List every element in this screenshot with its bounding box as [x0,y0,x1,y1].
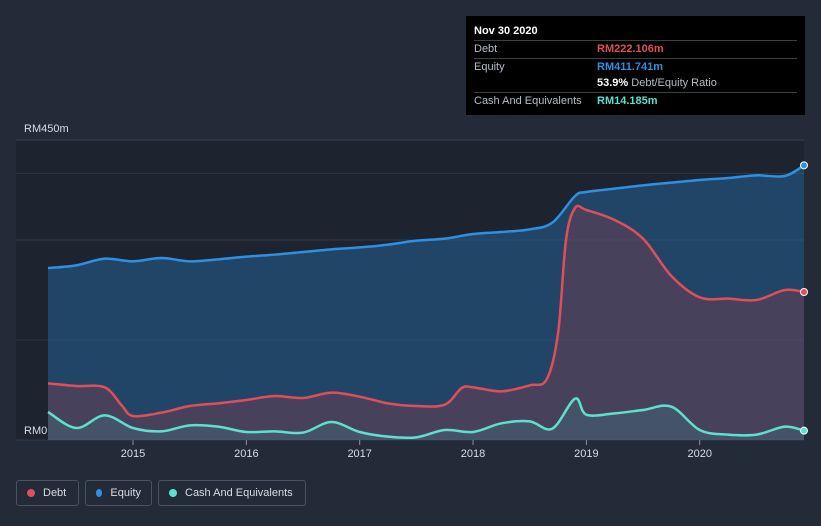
hover-tooltip: Nov 30 2020 Debt RM222.106m Equity RM411… [466,16,805,115]
tooltip-equity-label: Equity [474,60,505,73]
tooltip-debt-label: Debt [474,43,498,55]
plot-background [16,140,804,440]
x-axis: 2015 2016 2017 2018 2019 2020 [121,440,712,460]
legend-equity[interactable]: Equity [85,480,152,506]
tooltip-equity-row: Equity RM411.741m [474,59,797,76]
tooltip-cash-label: Cash And Equivalents [474,94,582,107]
tooltip-cash-row: Cash And Equivalents RM14.185m [474,93,797,110]
cash-and-equivalents-endpoint [800,426,808,435]
debt-area [48,205,804,440]
tooltip-debt-row: Debt RM222.106m [474,41,797,59]
series-endpoints [800,161,808,435]
tooltip-equity-value: RM411.741m [597,60,664,73]
series-areas [48,165,804,441]
y-tick-label: RM450m [24,123,69,135]
debt-dot-icon [27,489,35,497]
debt-line [47,204,805,418]
equity-line [47,164,805,270]
grid-lines [16,139,804,441]
legend-cash-label: Cash And Equivalents [185,487,293,499]
tooltip-debt-value: RM222.106m [597,43,664,55]
x-tick-label: 2017 [347,448,371,460]
legend-debt[interactable]: Debt [16,480,79,506]
legend-debt-label: Debt [43,487,67,499]
tooltip-cash-value: RM14.185m [597,94,658,107]
legend-equity-label: Equity [110,487,141,499]
equity-area [48,165,804,441]
chart-legend: Debt Equity Cash And Equivalents [16,480,306,506]
tooltip-ratio-value: 53.9% [597,77,629,89]
equity-dot-icon [96,489,103,497]
cash-and-equivalents-area [48,398,804,440]
x-tick-label: 2019 [574,448,598,460]
cash-dot-icon [169,489,177,497]
tooltip-ratio-label: Debt/Equity Ratio [631,77,717,89]
tooltip-date: Nov 30 2020 [474,24,797,41]
y-axis: RM0 RM450m [24,123,69,437]
y-tick-label: RM0 [24,425,47,437]
series-lines [47,164,805,440]
cash-and-equivalents-line [47,397,805,440]
tooltip-ratio-row: 53.9% Debt/Equity Ratio [474,75,797,93]
x-tick-label: 2016 [234,448,258,460]
equity-endpoint [800,161,808,170]
legend-cash[interactable]: Cash And Equivalents [158,480,306,506]
debt-endpoint [800,288,808,296]
x-tick-label: 2020 [687,448,711,460]
x-tick-label: 2015 [121,448,145,460]
x-tick-label: 2018 [461,448,485,460]
